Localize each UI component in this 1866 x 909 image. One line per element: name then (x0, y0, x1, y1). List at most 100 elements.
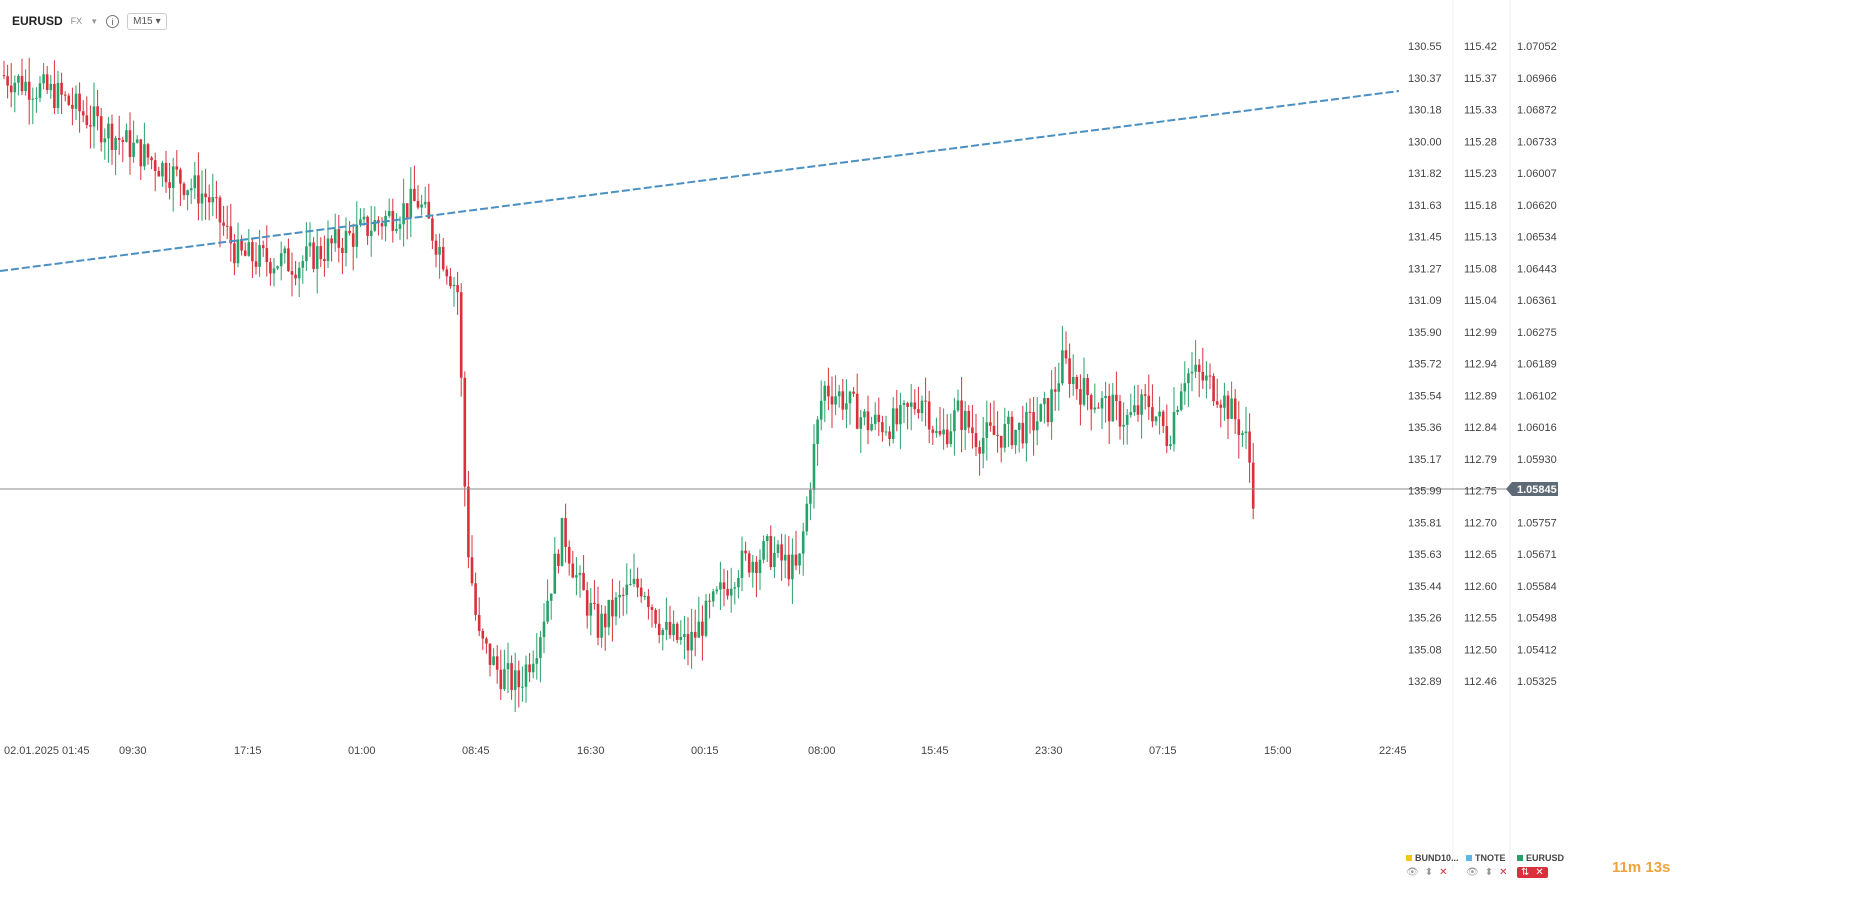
candle-body (38, 83, 42, 98)
candle-body (355, 224, 359, 247)
candle-body (1057, 383, 1061, 392)
candle-body (74, 93, 78, 109)
candle-body (1165, 426, 1169, 447)
candle-body (571, 563, 575, 578)
candle-body (632, 578, 636, 584)
candle-body (1190, 371, 1194, 374)
candle-body (1100, 398, 1104, 409)
candle-body (693, 631, 697, 638)
candle-body (668, 621, 672, 636)
candle-body (812, 443, 816, 490)
candle-body (1158, 411, 1161, 417)
tnote-price-tick: 112.70 (1464, 517, 1497, 529)
candle-body (283, 248, 287, 254)
tnote-price-tick: 112.46 (1464, 676, 1497, 688)
candle-body (971, 427, 974, 434)
candle-body (85, 115, 89, 126)
candle-body (254, 261, 258, 267)
candle-body (182, 183, 186, 196)
candle-body (395, 228, 398, 231)
chevron-down-icon[interactable]: ▼ (90, 16, 99, 26)
series-controls[interactable]: ⇅ ✕ (1517, 867, 1548, 878)
eurusd-price-tick: 1.05671 (1517, 549, 1557, 561)
eye-icon[interactable]: 👁 (1466, 867, 1479, 878)
candle-body (675, 623, 679, 640)
candle-body (369, 230, 373, 236)
close-icon[interactable]: ✕ (1535, 867, 1544, 878)
candle-body (391, 211, 395, 231)
candle-body (567, 546, 571, 564)
tnote-price-tick: 115.42 (1464, 41, 1497, 53)
candle-body (881, 422, 884, 433)
candle-body (1075, 376, 1079, 390)
reorder-icon[interactable]: ⬍ (1424, 867, 1434, 878)
tnote-price-tick: 115.23 (1464, 168, 1497, 180)
candle-body (657, 623, 661, 636)
candle-body (1079, 389, 1082, 405)
candle-body (877, 414, 881, 423)
candle-body (755, 561, 758, 574)
candles-layer (2, 57, 1255, 713)
candle-body (535, 658, 539, 664)
tnote-price-tick: 112.55 (1464, 613, 1497, 625)
candle-body (1237, 419, 1241, 435)
candle-body (787, 554, 791, 580)
symbol-label[interactable]: EURUSD (12, 14, 63, 28)
candle-body (733, 587, 737, 589)
reorder-icon[interactable]: ⬍ (1484, 867, 1494, 878)
candle-body (654, 609, 657, 624)
candle-body (992, 425, 996, 435)
candle-body (549, 593, 553, 601)
trendline[interactable] (0, 90, 1400, 272)
close-icon[interactable]: ✕ (1499, 867, 1508, 878)
candle-body (1223, 395, 1226, 408)
close-icon[interactable]: ✕ (1439, 867, 1448, 878)
candle-body (1125, 415, 1129, 425)
candle-body (589, 602, 593, 616)
candle-body (661, 629, 665, 636)
candle-body (287, 248, 290, 272)
candle-body (769, 536, 773, 568)
candle-body (67, 95, 71, 105)
candle-body (575, 575, 578, 578)
tnote-price-tick: 112.60 (1464, 581, 1497, 593)
candle-body (344, 230, 348, 253)
eye-icon[interactable]: 👁 (1406, 867, 1419, 878)
candle-body (823, 385, 827, 401)
candle-body (701, 621, 704, 636)
info-icon[interactable]: i (106, 14, 120, 28)
candle-body (999, 435, 1003, 448)
candle-body (128, 130, 132, 157)
candle-body (747, 553, 751, 573)
candle-body (1143, 394, 1147, 396)
candle-body (373, 220, 377, 231)
candle-body (1039, 404, 1043, 422)
candle-body (189, 188, 193, 191)
candle-body (168, 182, 171, 188)
candle-body (1025, 411, 1028, 444)
candle-body (236, 239, 240, 264)
candle-body (265, 248, 269, 263)
candle-body (621, 594, 625, 596)
candle-body (848, 391, 852, 404)
candle-body (204, 193, 207, 198)
candle-body (1248, 431, 1251, 463)
time-tick-label: 22:45 (1379, 745, 1407, 757)
candle-body (99, 116, 103, 143)
candle-body (873, 414, 877, 424)
candle-body (485, 638, 488, 644)
candle-body (989, 422, 992, 426)
candle-body (438, 246, 441, 255)
candle-body (539, 637, 542, 659)
candle-body (35, 97, 38, 99)
candle-body (2, 75, 6, 77)
candle-body (1136, 405, 1140, 415)
bund-price-tick: 135.26 (1408, 613, 1442, 625)
candle-body (938, 430, 942, 435)
candles-icon[interactable]: ⇅ (1521, 867, 1530, 878)
candle-body (1122, 424, 1125, 427)
eurusd-price-tick: 1.06007 (1517, 168, 1557, 180)
candle-body (1115, 394, 1118, 402)
timeframe-selector[interactable]: M15 ▾ (127, 12, 167, 30)
